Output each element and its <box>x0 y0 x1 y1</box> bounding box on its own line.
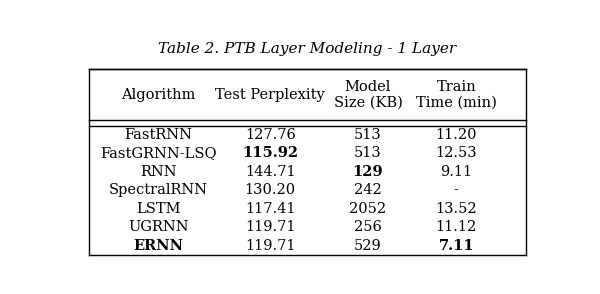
Text: 13.52: 13.52 <box>436 202 477 216</box>
Text: 119.71: 119.71 <box>245 239 296 253</box>
Text: -: - <box>454 183 459 197</box>
Text: 242: 242 <box>354 183 382 197</box>
Text: 119.71: 119.71 <box>245 220 296 234</box>
Text: 2052: 2052 <box>349 202 386 216</box>
Text: FastGRNN-LSQ: FastGRNN-LSQ <box>100 146 217 161</box>
Text: Algorithm: Algorithm <box>122 88 196 102</box>
Text: 7.11: 7.11 <box>439 239 474 253</box>
Text: 513: 513 <box>354 128 382 142</box>
Text: FastRNN: FastRNN <box>125 128 193 142</box>
Text: 12.53: 12.53 <box>436 146 477 161</box>
Text: 130.20: 130.20 <box>245 183 296 197</box>
Text: 9.11: 9.11 <box>440 165 472 179</box>
Text: 129: 129 <box>353 165 383 179</box>
Text: 11.12: 11.12 <box>436 220 477 234</box>
Text: LSTM: LSTM <box>136 202 181 216</box>
Text: 529: 529 <box>354 239 382 253</box>
Text: SpectralRNN: SpectralRNN <box>109 183 208 197</box>
Text: RNN: RNN <box>140 165 177 179</box>
Text: 117.41: 117.41 <box>245 202 296 216</box>
Text: 115.92: 115.92 <box>242 146 298 161</box>
Text: 127.76: 127.76 <box>245 128 296 142</box>
Text: Table 2. PTB Layer Modeling - 1 Layer: Table 2. PTB Layer Modeling - 1 Layer <box>158 42 457 56</box>
Text: 256: 256 <box>354 220 382 234</box>
Text: 144.71: 144.71 <box>245 165 296 179</box>
Text: 513: 513 <box>354 146 382 161</box>
Text: UGRNN: UGRNN <box>128 220 189 234</box>
Text: Test Perplexity: Test Perplexity <box>215 88 325 102</box>
Text: Model
Size (KB): Model Size (KB) <box>334 80 403 110</box>
Text: 11.20: 11.20 <box>436 128 477 142</box>
Text: Train
Time (min): Train Time (min) <box>416 80 497 110</box>
Text: ERNN: ERNN <box>134 239 184 253</box>
